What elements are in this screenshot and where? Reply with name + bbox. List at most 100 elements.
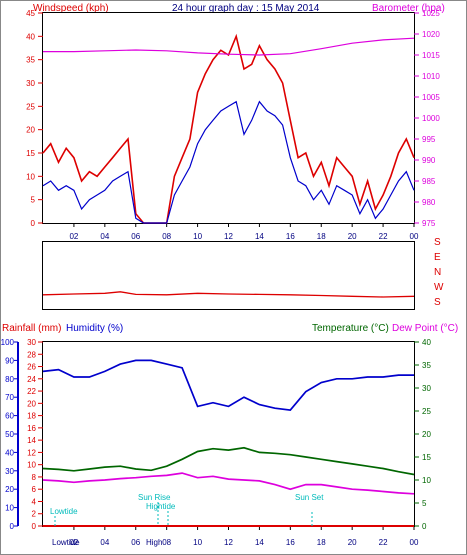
temp-y-tick-label: 10: [422, 476, 431, 485]
temp-x-tick-label: 00: [410, 538, 419, 547]
temp-y-tick-label: 20: [422, 430, 431, 439]
sunset-label: Sun Set: [295, 493, 324, 502]
wind-y-tick-label: 40: [26, 32, 35, 41]
temp-x-tick-label: 18: [317, 538, 326, 547]
humidity-y-tick-label: 80: [5, 375, 14, 384]
direction-y-label: S: [434, 297, 441, 308]
rain-y-tick-label: 26: [27, 363, 36, 372]
temp-x-tick-label: 10: [193, 538, 202, 547]
wind-y-tick-label: 35: [26, 56, 35, 65]
temp-y-tick-label: 25: [422, 407, 431, 416]
windspeed-axis-label: Windspeed (kph): [33, 3, 109, 14]
humidity-y-tick-label: 0: [10, 522, 15, 531]
baro-y-tick-label: 1020: [422, 30, 440, 39]
lowtide-bottom-label: Lowtide: [52, 538, 80, 547]
humidity-y-tick-label: 50: [5, 430, 14, 439]
temp-x-tick-label: 20: [348, 538, 357, 547]
temp-panel-frame: [42, 341, 415, 527]
rain-y-tick-label: 0: [32, 522, 37, 531]
temperature-series-line: [42, 446, 415, 476]
baro-y-tick-label: 990: [422, 156, 436, 165]
temp-x-tick-label: 08: [162, 538, 171, 547]
wind-y-tick-label: 25: [26, 102, 35, 111]
wind-series-line: [42, 100, 415, 224]
wind-x-tick-label: 20: [348, 232, 357, 241]
humidity-y-tick-label: 70: [5, 393, 14, 402]
wind-x-tick-label: 22: [379, 232, 388, 241]
chart-marks: 0510152025303540459759809859909951000100…: [1, 9, 444, 547]
wind-x-tick-label: 18: [317, 232, 326, 241]
rain-y-tick-label: 16: [27, 424, 36, 433]
baro-y-tick-label: 980: [422, 198, 436, 207]
lowtide-label: Lowtide: [50, 507, 78, 516]
humidity-y-tick-label: 20: [5, 485, 14, 494]
temp-x-tick-label: 04: [100, 538, 109, 547]
wind-y-tick-label: 5: [31, 196, 36, 205]
wind-x-tick-label: 04: [100, 232, 109, 241]
wind-x-tick-label: 12: [224, 232, 233, 241]
dewpoint-axis-label: Dew Point (°C): [392, 323, 458, 334]
temp-x-tick-label: 14: [255, 538, 264, 547]
rain-y-tick-label: 6: [32, 485, 37, 494]
rain-y-tick-label: 10: [27, 461, 36, 470]
direction-y-label: E: [434, 252, 441, 263]
wind-panel-frame: [42, 12, 415, 224]
baro-y-tick-label: 1015: [422, 51, 440, 60]
rain-y-tick-label: 18: [27, 412, 36, 421]
hightide-label: Hightide: [146, 502, 176, 511]
rain-y-tick-label: 28: [27, 350, 36, 359]
barometer-axis-label: Barometer (hpa): [372, 3, 445, 14]
direction-y-label: N: [434, 267, 441, 278]
baro-y-tick-label: 1025: [422, 9, 440, 18]
temperature-axis-label: Temperature (°C): [312, 323, 389, 334]
baro-y-tick-label: 985: [422, 177, 436, 186]
dew-point-series-line: [42, 472, 415, 495]
wind-y-tick-label: 10: [26, 172, 35, 181]
wind-x-tick-label: 08: [162, 232, 171, 241]
rain-y-tick-label: 8: [32, 473, 37, 482]
temp-y-tick-label: 35: [422, 361, 431, 370]
temp-y-tick-label: 0: [422, 522, 427, 531]
rain-y-tick-label: 24: [27, 375, 36, 384]
temp-x-tick-label: 16: [286, 538, 295, 547]
rain-y-tick-label: 30: [27, 338, 36, 347]
temp-x-tick-label: 02: [69, 538, 78, 547]
rainfall-axis-label: Rainfall (mm): [2, 323, 61, 334]
wind-x-tick-label: 00: [410, 232, 419, 241]
baro-y-tick-label: 975: [422, 219, 436, 228]
wind-x-tick-label: 16: [286, 232, 295, 241]
wind-y-tick-label: 30: [26, 79, 35, 88]
humidity-y-tick-label: 40: [5, 448, 14, 457]
temp-x-tick-label: 22: [379, 538, 388, 547]
humidity-y-tick-label: 10: [5, 504, 14, 513]
temp-x-tick-label: 06: [131, 538, 140, 547]
temp-y-tick-label: 15: [422, 453, 431, 462]
rain-y-tick-label: 20: [27, 399, 36, 408]
wind-x-tick-label: 06: [131, 232, 140, 241]
baro-y-tick-label: 995: [422, 135, 436, 144]
wind-y-tick-label: 0: [31, 219, 36, 228]
rain-y-tick-label: 12: [27, 448, 36, 457]
wind-y-tick-label: 15: [26, 149, 35, 158]
temp-y-tick-label: 40: [422, 338, 431, 347]
barometer-series-line: [43, 37, 415, 56]
humidity-axis-label: Humidity (%): [66, 323, 123, 334]
direction-y-label: S: [434, 237, 441, 248]
direction-panel-frame: [42, 241, 415, 310]
baro-y-tick-label: 1000: [422, 114, 440, 123]
wind-y-tick-label: 45: [26, 9, 35, 18]
gust-series-line: [42, 33, 415, 224]
sunrise-label: Sun Rise: [138, 493, 171, 502]
temp-y-tick-label: 5: [422, 499, 427, 508]
wind-x-tick-label: 14: [255, 232, 264, 241]
baro-y-tick-label: 1005: [422, 93, 440, 102]
wind-y-tick-label: 20: [26, 126, 35, 135]
hightide-bottom-label: High: [146, 538, 162, 547]
baro-y-tick-label: 1010: [422, 72, 440, 81]
rain-y-tick-label: 4: [32, 497, 37, 506]
humidity-y-tick-label: 100: [1, 338, 15, 347]
wind-x-tick-label: 10: [193, 232, 202, 241]
direction-series-line: [42, 291, 415, 298]
